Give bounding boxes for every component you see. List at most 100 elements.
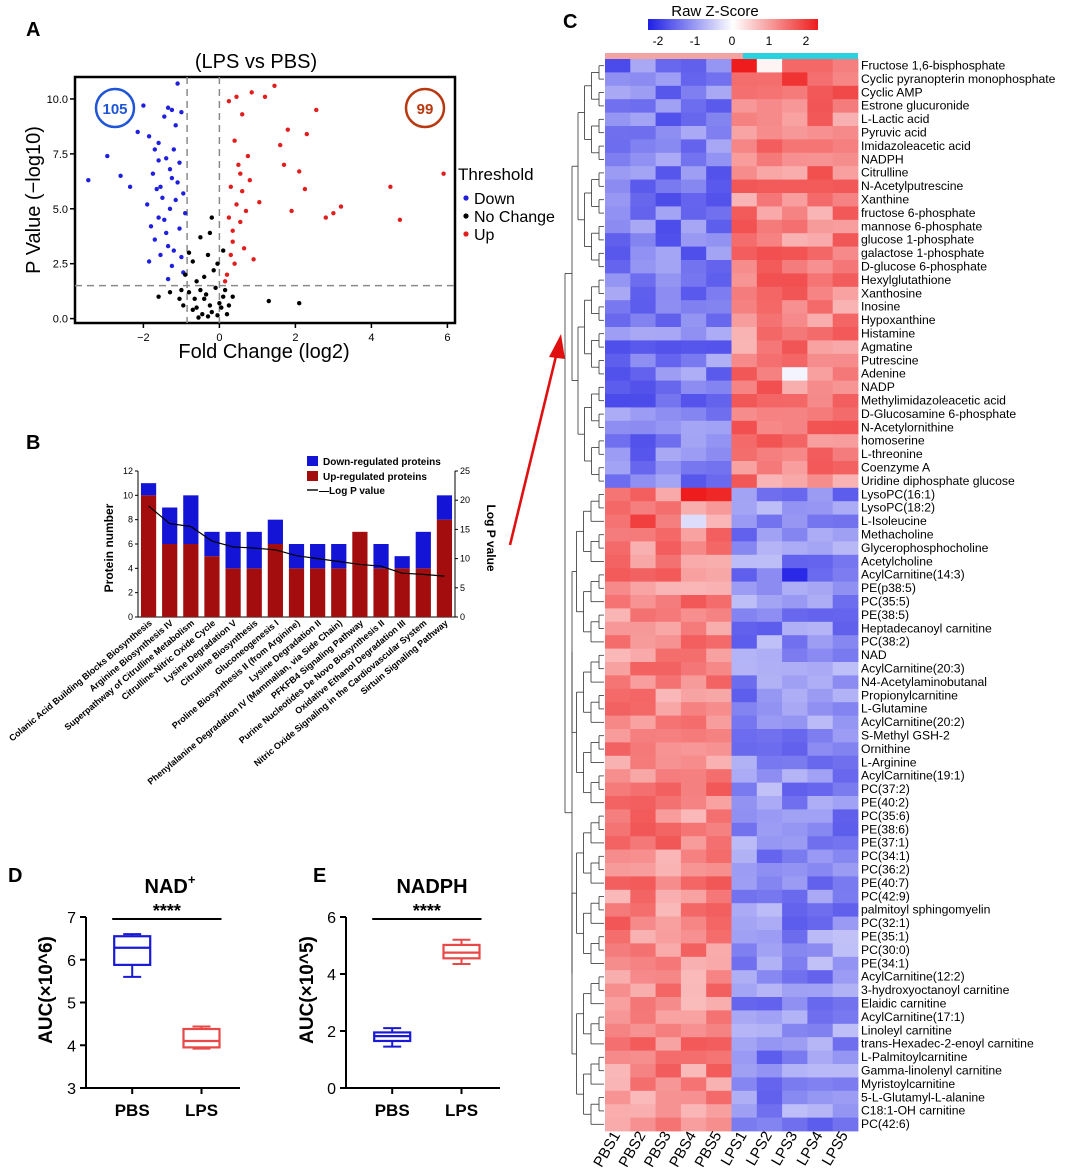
heatmap-cell	[706, 179, 732, 194]
heatmap-cell	[832, 206, 859, 221]
volcano-point-up	[228, 252, 233, 258]
heatmap-cell	[605, 447, 631, 462]
heatmap-row-label: PC(30:0)	[861, 943, 910, 957]
volcano-point-no-change	[177, 296, 182, 302]
heatmap-cell	[807, 648, 834, 663]
box-body	[113, 935, 152, 966]
heatmap-cell	[807, 662, 834, 676]
heatmap-cell	[630, 327, 656, 341]
heatmap-cell	[680, 246, 707, 261]
heatmap-cell	[605, 621, 631, 636]
volcano-point-up	[338, 204, 344, 209]
volcano-point-no-change	[266, 298, 271, 304]
heatmap-cell	[706, 662, 732, 676]
heatmap-cell	[782, 72, 808, 87]
heatmap-cell	[756, 943, 783, 958]
heatmap-cell	[731, 420, 758, 435]
bar-down	[331, 544, 347, 569]
heatmap-cell	[756, 273, 783, 288]
heatmap-cell	[782, 139, 808, 154]
bar-up	[225, 568, 241, 617]
heatmap-cell	[655, 849, 682, 864]
heatmap-cell	[731, 233, 758, 247]
pbs-group-bar	[605, 53, 743, 59]
legend-up-proteins: Up-regulated proteins	[323, 472, 427, 483]
heatmap-cell	[605, 635, 631, 649]
heatmap-cell	[782, 434, 808, 448]
heatmap-cell	[680, 85, 707, 100]
heatmap-cell	[605, 983, 631, 998]
heatmap-cell	[680, 849, 707, 864]
volcano-point-no-change	[215, 313, 220, 318]
heatmap-cell	[731, 1037, 758, 1051]
heatmap-row-label: Xanthosine	[861, 286, 922, 300]
heatmap-cell	[605, 688, 631, 703]
volcano-point-down	[146, 259, 152, 264]
heatmap-cell	[731, 487, 758, 502]
heatmap-cell	[782, 997, 808, 1011]
heatmap-cell	[655, 715, 682, 730]
heatmap-cell	[832, 367, 859, 381]
heatmap-cell	[731, 514, 758, 529]
volcano-point-up	[243, 208, 249, 214]
heatmap-cell	[605, 112, 631, 127]
heatmap-cell	[807, 99, 834, 113]
heatmap-cell	[731, 970, 758, 984]
heatmap-row-label: Methylimidazoleacetic acid	[861, 393, 1006, 407]
panel-label-b: B	[26, 432, 40, 454]
heatmap-cell	[756, 313, 783, 328]
heatmap-cell	[782, 179, 808, 194]
heatmap-cell	[605, 876, 631, 891]
heatmap-row-label: LysoPC(18:2)	[861, 501, 935, 515]
heatmap-row-label: AcylCarnitine(17:1)	[861, 1010, 965, 1024]
heatmap-cell	[605, 206, 631, 221]
heatmap-cell	[782, 983, 808, 998]
heatmap-cell	[731, 608, 758, 623]
volcano-point-down	[105, 153, 110, 159]
volcano-point-up	[302, 186, 308, 192]
heatmap-cell	[756, 501, 783, 515]
legend-down-label: Down	[474, 191, 515, 208]
heatmap-cell	[605, 487, 631, 502]
heatmap-cell	[731, 568, 758, 582]
heatmap-cell	[630, 581, 656, 596]
heatmap-cell	[807, 715, 834, 730]
heatmap-row-label: Putrescine	[861, 353, 919, 367]
heatmap-cell	[731, 876, 758, 891]
heatmap-cell	[756, 233, 783, 247]
heatmap-cell	[706, 273, 732, 288]
heatmap-cell	[832, 340, 859, 355]
heatmap-cell	[630, 930, 656, 944]
heatmap-cell	[605, 769, 631, 783]
heatmap-cell	[655, 863, 682, 877]
heatmap-cell	[655, 166, 682, 180]
heatmap-cell	[680, 809, 707, 824]
heatmap-cell	[807, 273, 834, 288]
heatmap-cell	[706, 729, 732, 743]
heatmap-cell	[731, 166, 758, 180]
volcano-point-no-change	[205, 314, 211, 319]
heatmap-cell	[807, 702, 834, 716]
bar-up	[331, 568, 347, 617]
heatmap-cell	[782, 474, 808, 489]
heatmap-cell	[782, 796, 808, 810]
heatmap-cell	[832, 876, 859, 891]
heatmap-cell	[782, 152, 808, 167]
heatmap-cell	[807, 434, 834, 448]
volcano-point-up	[226, 215, 232, 220]
heatmap-row-label: Ornithine	[861, 742, 911, 756]
heatmap-cell	[731, 1090, 758, 1105]
heatmap-cell	[782, 313, 808, 328]
heatmap-row-label: L-threonine	[861, 447, 923, 461]
heatmap-cell	[706, 1023, 732, 1038]
heatmap-cell	[655, 541, 682, 556]
heatmap-cell	[756, 1023, 783, 1038]
heatmap-row-label: Fructose 1,6-bisphosphate	[861, 58, 1006, 72]
heatmap-cell	[605, 796, 631, 810]
heatmap-cell	[706, 1050, 732, 1065]
heatmap-cell	[706, 715, 732, 730]
heatmap-col-label: LPS5	[819, 1129, 852, 1169]
heatmap-cell	[731, 246, 758, 261]
heatmap-cell	[605, 313, 631, 328]
